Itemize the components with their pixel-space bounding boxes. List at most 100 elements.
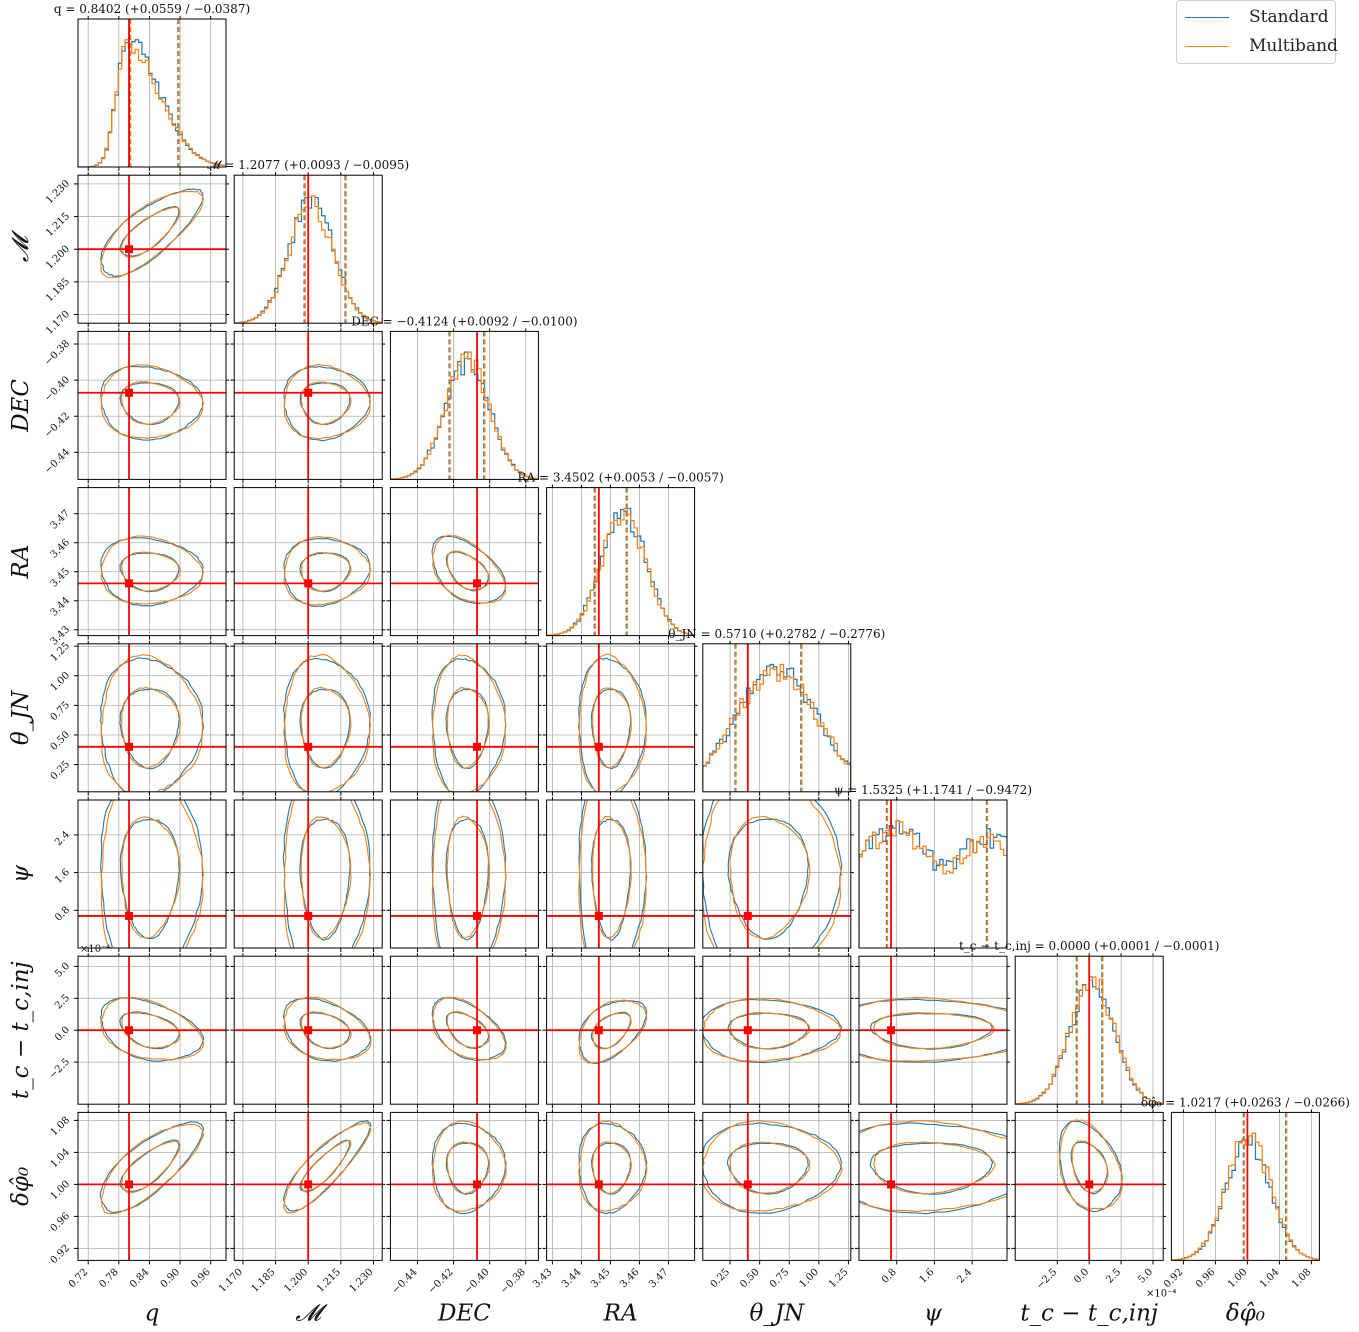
contour-standard-1	[431, 535, 507, 605]
xtick-label-4: 3.47	[647, 1267, 671, 1291]
panel-frame	[389, 487, 539, 637]
histogram-multiband	[390, 351, 539, 480]
xtick-label-2: 1.200	[282, 1267, 310, 1295]
standard-swatch	[1185, 16, 1229, 18]
panel-title: 𝓜 = 1.2077 (+0.0093 / −0.0095)	[207, 158, 409, 172]
xtick-label-4: 1.230	[348, 1267, 376, 1295]
contour-standard-0	[1070, 1141, 1108, 1195]
panel-frame	[546, 487, 696, 637]
ytick-label-0: 0.92	[49, 1243, 73, 1267]
panel-frame	[702, 799, 852, 949]
contour-multiband-0	[301, 551, 352, 592]
xtick-label-4: 1.25	[827, 1267, 851, 1291]
ytick-label-4: 1.08	[49, 1115, 73, 1139]
panel-chirp_mass-theta_jn	[230, 640, 386, 796]
contour-multiband-0	[300, 1011, 352, 1049]
panel-theta_jn-theta_jn: θ_JN = 0.5710 (+0.2782 / −0.2776)	[668, 627, 885, 796]
contour-standard-0	[299, 688, 351, 769]
ytick-label-4: 1.230	[44, 178, 72, 206]
contour-multiband-1	[431, 534, 507, 604]
contour-standard-0	[591, 818, 632, 941]
panel-dec-dphi: −0.44 −0.42 −0.40 −0.38 DEC	[386, 1109, 542, 1326]
contour-multiband-0	[1071, 1140, 1109, 1194]
panel-dec-psi	[386, 797, 542, 952]
panel-q-dec: −0.44 −0.42 −0.40 −0.38 DEC	[8, 328, 229, 484]
contour-multiband-1	[100, 1123, 205, 1215]
contour-multiband-1	[100, 535, 205, 605]
panel-chirp_mass-psi	[230, 797, 386, 952]
xtick-label-1: 0.78	[97, 1267, 121, 1291]
contour-standard-0	[119, 819, 180, 940]
panel-title: t_c − t_c,inj = 0.0000 (+0.0001 / −0.000…	[959, 939, 1219, 953]
panel-frame	[389, 330, 539, 480]
panel-frame	[546, 643, 696, 793]
contour-multiband-1	[578, 800, 647, 948]
injection-marker	[125, 742, 134, 751]
panel-q-chirp_mass: 1.170 1.185 1.200 1.215 1.230 𝓜	[8, 172, 229, 337]
xtick-label-0: −2.5	[1034, 1267, 1059, 1292]
histogram-multiband	[702, 663, 851, 792]
contour-multiband-1	[1058, 1119, 1123, 1210]
contour-multiband-1	[431, 654, 507, 792]
xtick-label-3: 1.04	[1258, 1267, 1282, 1291]
ytick-label-2: 2.5	[53, 993, 72, 1012]
contour-standard-1	[578, 800, 648, 948]
ytick-label-1: 1.6	[53, 867, 72, 886]
contour-multiband-1	[578, 653, 648, 792]
panel-frame	[77, 487, 227, 637]
contour-multiband-0	[729, 815, 811, 940]
xtick-label-1: 0.0	[1072, 1267, 1091, 1286]
panel-frame	[1170, 1111, 1320, 1261]
contour-standard-0	[726, 1142, 809, 1195]
x-offset-label: ×10⁻⁴	[1146, 1288, 1176, 1299]
xtick-label-0: 1.170	[217, 1267, 245, 1295]
panel-dec-tc	[386, 953, 542, 1109]
ytick-label-4: 3.47	[49, 508, 73, 532]
xtick-label-1: −0.42	[426, 1267, 455, 1296]
contour-multiband-0	[121, 816, 181, 939]
panel-frame	[389, 643, 539, 793]
ytick-label-1: 0.0	[53, 1025, 72, 1044]
injection-marker	[594, 742, 603, 751]
panel-theta_jn-psi	[698, 797, 854, 952]
xtick-label-0: 0.8	[880, 1267, 899, 1286]
y-axis-label: DEC	[8, 379, 34, 433]
x-axis-label: DEC	[437, 1300, 491, 1326]
injection-marker	[887, 1180, 896, 1189]
contour-multiband-1	[283, 800, 371, 948]
x-axis-label: δφ̂₀	[1226, 1300, 1265, 1326]
injection-marker	[473, 1026, 482, 1035]
contour-multiband-1	[859, 1120, 1007, 1213]
panel-frame	[77, 799, 227, 949]
contour-standard-1	[702, 1122, 843, 1214]
panel-frame	[77, 18, 227, 168]
ytick-label-0: 0.8	[53, 905, 72, 924]
panel-q-tc: −2.5 0.0 2.5 5.0 t_c − t_c,inj ×10⁻⁴	[8, 944, 229, 1109]
xtick-label-2: 0.84	[128, 1267, 152, 1291]
injection-marker	[304, 388, 313, 397]
contour-multiband-1	[100, 996, 205, 1061]
ytick-label-0: 1.170	[44, 309, 72, 337]
panel-chirp_mass-tc	[230, 953, 386, 1109]
contour-multiband-1	[283, 536, 372, 606]
ytick-label-3: 1.00	[49, 670, 73, 694]
contour-standard-0	[299, 552, 351, 593]
xtick-label-3: −0.38	[498, 1267, 527, 1296]
contour-standard-0	[119, 1139, 180, 1193]
injection-marker	[473, 742, 482, 751]
y-offset-label: ×10⁻⁴	[80, 944, 110, 955]
xtick-label-0: 0.72	[67, 1267, 91, 1291]
xtick-label-1: 0.50	[738, 1267, 762, 1291]
legend-entry-standard: Standard	[1185, 5, 1329, 29]
y-axis-label: RA	[8, 545, 34, 580]
panel-title: DEC = −0.4124 (+0.0092 / −0.0100)	[351, 314, 577, 328]
contour-multiband-1	[283, 653, 372, 792]
contour-standard-0	[590, 688, 632, 770]
injection-marker	[594, 911, 603, 920]
panel-q-dphi: 0.72 0.78 0.84 0.90 0.96q0.920.961.001.041.0…	[8, 1109, 229, 1326]
contour-standard-0	[119, 382, 180, 426]
panel-chirp_mass-dphi: 1.170 1.185 1.200 1.215 1.230 𝓜	[217, 1109, 386, 1326]
histogram-standard	[1171, 1132, 1320, 1261]
contour-multiband-0	[300, 686, 352, 769]
xtick-label-2: −0.40	[462, 1267, 491, 1296]
